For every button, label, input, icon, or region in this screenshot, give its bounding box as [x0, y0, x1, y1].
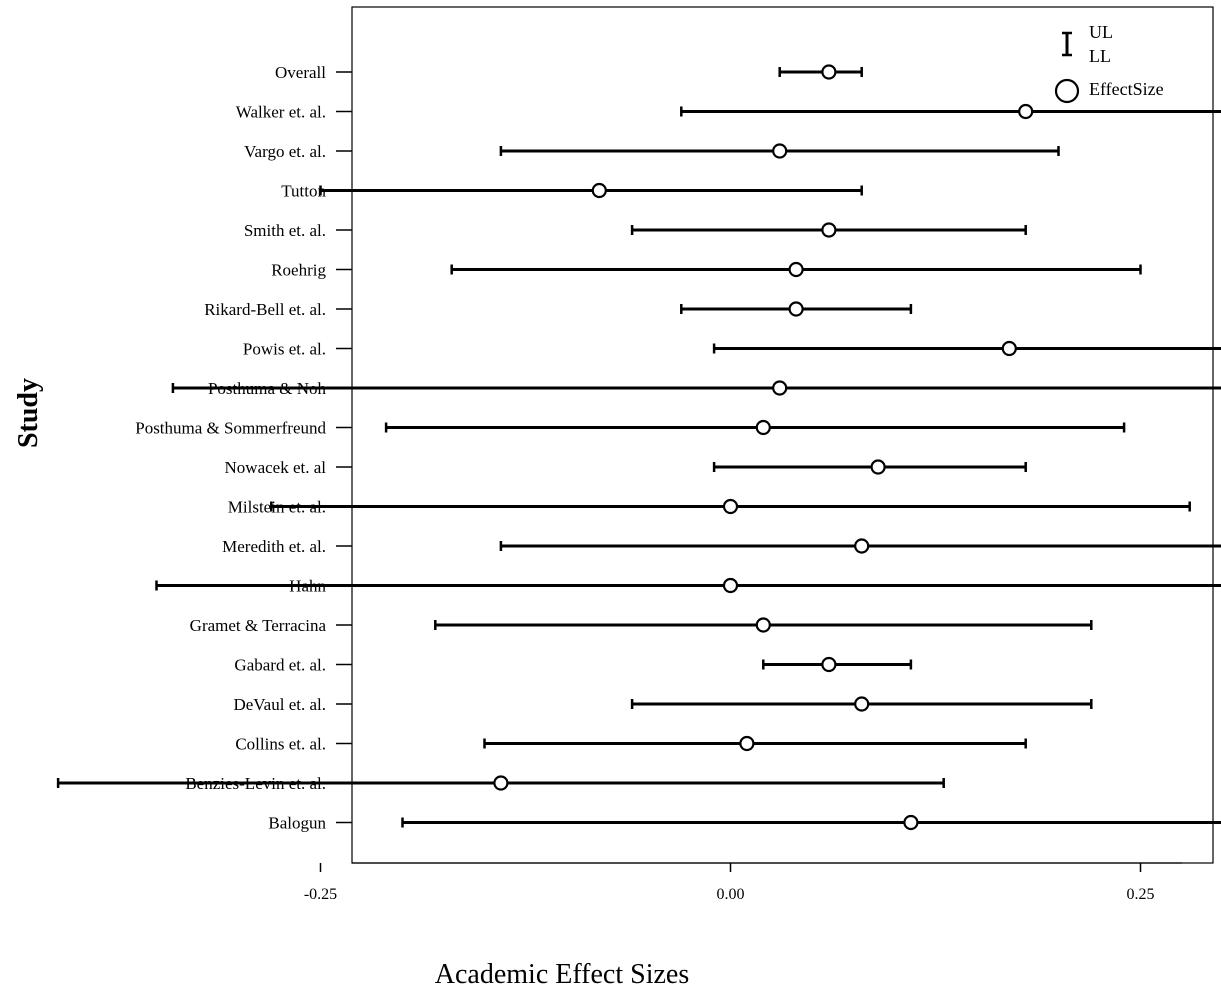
effect-size-point	[788, 261, 804, 278]
study-label: Walker et. al.	[236, 103, 326, 122]
y-axis-title: Study	[13, 378, 44, 448]
effect-size-point	[772, 143, 788, 159]
study-interval	[401, 814, 1221, 831]
study-interval	[499, 538, 1221, 554]
confidence-intervals	[56, 64, 1221, 831]
study-label: Roehrig	[271, 261, 326, 280]
effect-size-point	[821, 656, 837, 673]
legend-ul-label: UL	[1089, 22, 1113, 42]
x-tick-label: 0.00	[717, 886, 745, 903]
study-interval	[630, 222, 1027, 238]
study-label: Meredith et. al.	[222, 537, 326, 556]
y-axis-ticks	[336, 71, 352, 824]
x-tick-label: -0.25	[304, 886, 337, 903]
study-label: Gramet & Terracina	[190, 616, 327, 635]
effect-size-point	[755, 617, 771, 633]
study-interval	[499, 143, 1060, 159]
effect-size-point	[854, 696, 870, 712]
study-interval	[450, 261, 1142, 278]
study-label: Gabard et. al.	[234, 656, 326, 675]
study-label: Overall	[275, 63, 326, 82]
study-interval	[319, 182, 863, 199]
effect-size-point	[722, 498, 739, 515]
study-label: Nowacek et. al	[225, 458, 327, 477]
study-interval	[630, 696, 1093, 712]
effect-size-point	[821, 222, 837, 238]
effect-size-point	[772, 380, 788, 396]
x-axis-title: Academic Effect Sizes	[435, 959, 689, 989]
study-interval	[680, 103, 1221, 120]
study-label: Smith et. al.	[244, 221, 326, 240]
study-interval	[384, 419, 1126, 436]
x-axis-ticks: -0.250.000.250.50	[304, 863, 1155, 903]
effect-size-point	[1018, 103, 1034, 120]
effect-size-point	[854, 538, 870, 554]
effect-size-point	[722, 577, 739, 594]
legend-effectsize-label: EffectSize	[1089, 79, 1164, 99]
study-label: Vargo et. al.	[244, 142, 326, 161]
legend-error-bar-icon	[1062, 31, 1072, 57]
study-interval	[778, 64, 863, 80]
study-interval	[155, 577, 1221, 594]
effect-size-point	[1001, 340, 1017, 357]
effect-size-point	[870, 459, 886, 475]
study-interval	[171, 380, 1221, 396]
study-interval	[483, 735, 1027, 752]
study-interval	[56, 775, 945, 791]
effect-size-point	[591, 182, 607, 199]
study-interval	[434, 617, 1093, 633]
effect-size-point	[788, 301, 804, 317]
effect-size-point	[821, 64, 837, 80]
study-interval	[712, 459, 1027, 475]
study-label: Tutton	[281, 182, 326, 201]
x-tick-label: 0.25	[1127, 886, 1155, 903]
study-labels: Overall Walker et. al. Vargo et. al. Tutton…	[135, 63, 326, 833]
study-interval	[270, 498, 1191, 515]
effect-size-point	[903, 814, 919, 831]
study-label: DeVaul et. al.	[233, 695, 326, 714]
effect-size-point	[755, 419, 771, 436]
study-interval	[762, 656, 913, 673]
study-interval	[680, 301, 913, 317]
study-label: Powis et. al.	[243, 340, 326, 359]
effect-size-point	[493, 775, 509, 791]
study-label: Rikard-Bell et. al.	[204, 300, 326, 319]
study-label: Collins et. al.	[235, 735, 326, 754]
study-label: Posthuma & Sommerfreund	[135, 419, 326, 438]
legend-circle-icon	[1054, 78, 1080, 104]
plot-frame	[351, 6, 1214, 864]
legend: UL LL EffectSize	[1054, 22, 1164, 104]
effect-size-point	[739, 735, 755, 752]
study-label: Balogun	[268, 814, 326, 833]
legend-ll-label: LL	[1089, 46, 1111, 66]
study-interval	[712, 340, 1221, 357]
